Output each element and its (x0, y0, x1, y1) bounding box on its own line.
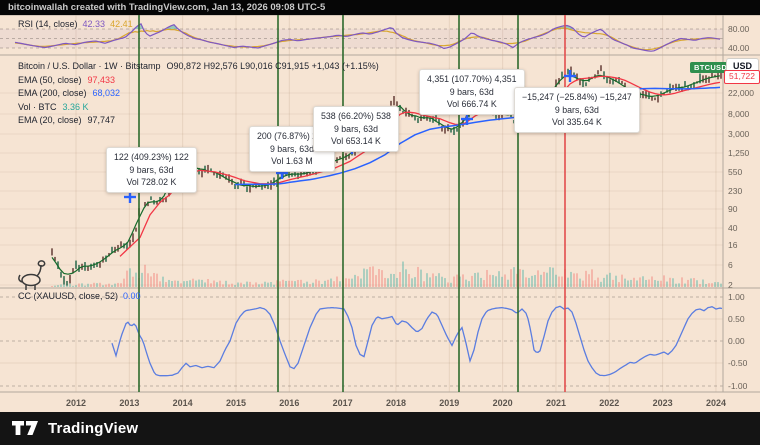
year-label: 2024 (705, 398, 726, 408)
position-annotation: 4,351 (107.70%) 4,351 9 bars, 63d Vol 666.… (419, 69, 525, 115)
year-label: 2022 (599, 398, 620, 408)
annotation-line: Vol 666.74 K (446, 99, 497, 109)
ema20-label: EMA (20, close) (18, 115, 82, 125)
axis-label: 90 (728, 204, 738, 214)
rsi-label: RSI (14, close) (18, 19, 78, 29)
tradingview-logo-icon[interactable] (12, 420, 39, 437)
axis-label: 6 (728, 260, 733, 270)
annotation-line: 122 (409.23%) 122 (114, 152, 189, 162)
cc-legend[interactable]: CC (XAUUSD, close, 52) 0.00 (18, 291, 141, 301)
axis-label: -0.50 (728, 358, 748, 368)
symbol-title: Bitcoin / U.S. Dollar · 1W · Bitstamp (18, 61, 161, 71)
cc-value: 0.00 (123, 291, 141, 301)
axis-label: 2 (728, 280, 733, 290)
axis-label: 550 (728, 167, 743, 177)
rsi-value: 42.33 (82, 19, 106, 29)
axis-label: 22,000 (728, 88, 754, 98)
position-annotation: 538 (66.20%) 538 9 bars, 63d Vol 653.14 K (313, 106, 399, 152)
ema50-row[interactable]: EMA (50, close) 97,433 (18, 74, 379, 88)
ohlc-values: O90,872 H92,576 L90,016 C91,915 +1,043 (… (166, 61, 379, 71)
title-bar: bitcoinwallah created with TradingView.c… (0, 0, 760, 15)
year-label: 2020 (492, 398, 513, 408)
year-label: 2014 (172, 398, 193, 408)
volume-row[interactable]: Vol · BTC 3.36 K (18, 101, 379, 115)
title-bar-text: bitcoinwallah created with TradingView.c… (8, 2, 326, 13)
year-label: 2018 (385, 398, 406, 408)
axis-label: 8,000 (728, 109, 750, 119)
year-label: 2021 (545, 398, 566, 408)
annotation-line: 4,351 (107.70%) 4,351 (427, 74, 517, 84)
ema20-value: 97,747 (87, 115, 116, 125)
year-label: 2017 (332, 398, 353, 408)
annotation-line: 9 bars, 63d (333, 123, 378, 134)
rsi-legend[interactable]: RSI (14, close) 42.33 42.41 (18, 19, 133, 29)
year-label: 2015 (225, 398, 246, 408)
volume-value: 3.36 K (62, 101, 89, 112)
ema50-value: 97,433 (87, 74, 116, 85)
axis-label: 1,250 (728, 148, 750, 158)
annotation-line: Vol 728.02 K (126, 177, 177, 187)
position-annotation: −15,247 (−25.84%) −15,247 9 bars, 63d Vol … (514, 87, 640, 133)
annotation-line: 200 (76.87%) 200 (257, 131, 327, 141)
ema200-row[interactable]: EMA (200, close) 68,032 (18, 87, 379, 101)
ema20-row[interactable]: EMA (20, close) 97,747 (18, 114, 379, 128)
brand-name[interactable]: TradingView (48, 420, 139, 437)
footer-bar: TradingView (0, 412, 760, 445)
cc-label: CC (XAUUSD, close, 52) (18, 291, 119, 301)
annotation-line: Vol 653.14 K (331, 136, 381, 146)
annotation-line: 9 bars, 63d (269, 143, 314, 154)
axis-label: 80.00 (728, 24, 750, 34)
axis-label: 3,000 (728, 129, 750, 139)
axis-label: 0.00 (728, 336, 745, 346)
axis-label: 230 (728, 186, 743, 196)
symbol-row[interactable]: Bitcoin / U.S. Dollar · 1W · Bitstamp O9… (18, 60, 379, 74)
year-label: 2019 (439, 398, 460, 408)
axis-label: 16 (728, 240, 738, 250)
dino-doodle-icon (18, 260, 46, 290)
rsi-ma-value: 42.41 (110, 19, 133, 29)
axis-label: 40 (728, 223, 738, 233)
annotation-line: 9 bars, 63d (129, 164, 174, 175)
annotation-line: 538 (66.20%) 538 (321, 111, 391, 121)
position-annotation: 122 (409.23%) 122 9 bars, 63d Vol 728.02 K (106, 147, 197, 193)
last-price-tag: 51,722 (724, 70, 760, 84)
symbol-badge: BTCUSD (690, 62, 732, 73)
main-legend: Bitcoin / U.S. Dollar · 1W · Bitstamp O9… (18, 60, 379, 128)
annotation-line: 9 bars, 63d (449, 86, 494, 97)
year-label: 2023 (652, 398, 673, 408)
volume-label: Vol · BTC (18, 101, 57, 112)
axis-label: 0.50 (728, 314, 745, 324)
annotation-line: Vol 1.63 M (271, 156, 313, 166)
axis-label: 1.00 (728, 292, 745, 302)
ema50-label: EMA (50, close) (18, 74, 82, 85)
ema200-label: EMA (200, close) (18, 88, 87, 98)
year-label: 2012 (65, 398, 87, 408)
annotation-line: Vol 335.64 K (551, 117, 602, 127)
year-label: 2016 (279, 398, 300, 408)
axis-label: -1.00 (728, 381, 748, 391)
annotation-line: −15,247 (−25.84%) −15,247 (522, 92, 632, 102)
ema200-value: 68,032 (92, 88, 121, 98)
year-label: 2013 (119, 398, 140, 408)
annotation-line: 9 bars, 63d (554, 104, 599, 115)
axis-label: 40.00 (728, 43, 750, 53)
